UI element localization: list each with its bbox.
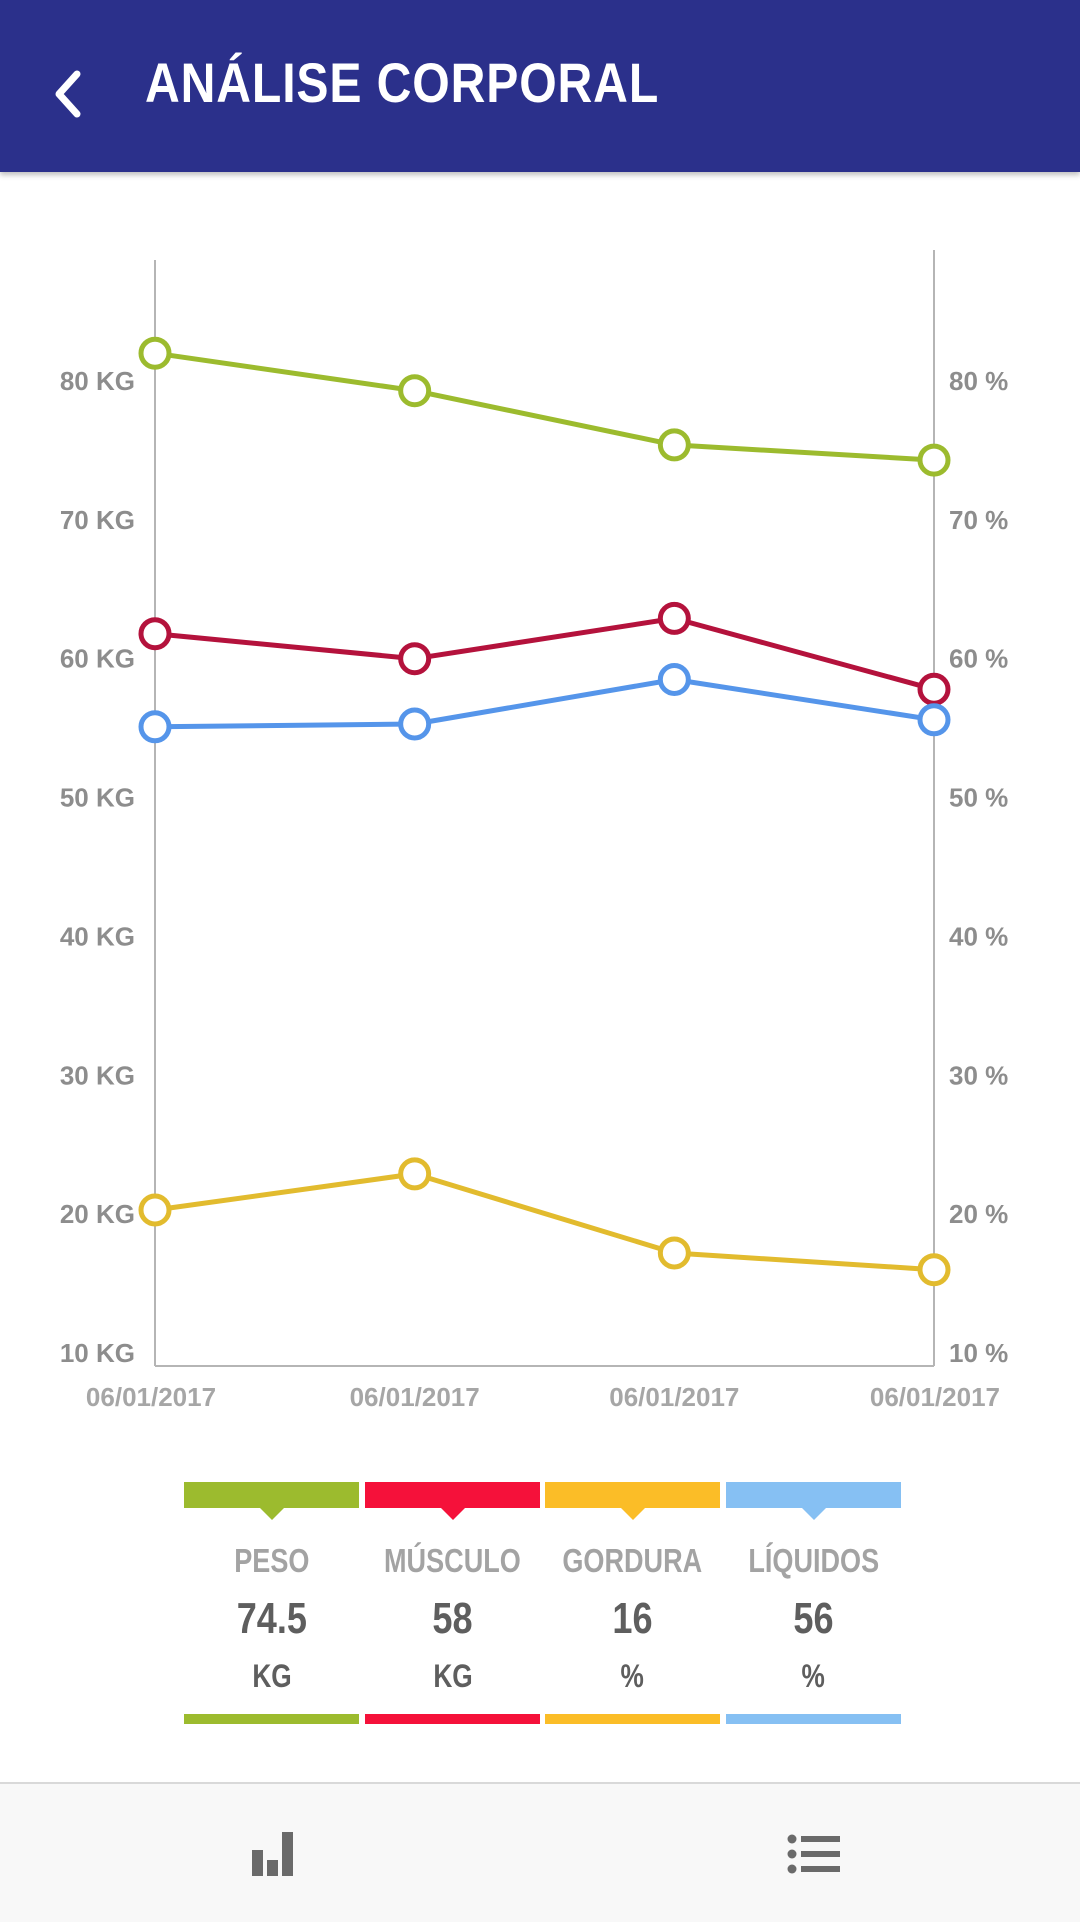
x-tick-label: 06/01/2017 bbox=[609, 1382, 739, 1412]
chevron-left-icon bbox=[55, 70, 81, 118]
series-point bbox=[917, 672, 951, 706]
legend-underline bbox=[365, 1714, 540, 1724]
series-point bbox=[138, 710, 172, 744]
app-bar: ANÁLISE CORPORAL bbox=[0, 0, 1080, 172]
y-left-tick-label: 40 KG bbox=[60, 921, 135, 951]
body-analysis-chart: 80 KG 70 KG 60 KG 50 KG 40 KG 30 KG 20 KG 10 KG… bbox=[60, 250, 1008, 1412]
bar-chart-icon bbox=[252, 1832, 293, 1876]
y-right-tick-label: 50 % bbox=[949, 783, 1008, 813]
chart-view-button[interactable] bbox=[228, 1814, 318, 1894]
legend-color-bar bbox=[545, 1482, 720, 1508]
list-view-button[interactable] bbox=[769, 1814, 859, 1894]
series-point bbox=[657, 663, 691, 696]
series-point bbox=[917, 443, 951, 477]
series-line bbox=[152, 677, 937, 730]
series-point bbox=[657, 601, 691, 635]
legend-label: MÚSCULO bbox=[384, 1542, 521, 1579]
chart-series bbox=[138, 336, 951, 1287]
y-left-tick-label: 30 KG bbox=[60, 1060, 135, 1090]
y-left-tick-label: 70 KG bbox=[60, 505, 135, 535]
y-left-tick-label: 20 KG bbox=[60, 1199, 135, 1229]
legend-value: 58 bbox=[432, 1594, 473, 1643]
legend-label: PESO bbox=[233, 1542, 310, 1579]
series-line bbox=[152, 615, 937, 692]
legend-value: 56 bbox=[793, 1594, 834, 1643]
legend-unit: % bbox=[801, 1658, 826, 1694]
x-tick-label: 06/01/2017 bbox=[870, 1382, 1000, 1412]
legend-value: 74.5 bbox=[236, 1594, 307, 1643]
legend-item-gordura[interactable]: GORDURA 16 % bbox=[545, 1482, 720, 1724]
legend-pointer bbox=[441, 1508, 465, 1520]
series-point bbox=[917, 1253, 951, 1287]
x-tick-label: 06/01/2017 bbox=[350, 1382, 480, 1412]
legend-color-bar bbox=[726, 1482, 901, 1508]
series-point bbox=[657, 1236, 691, 1270]
bottom-navigation bbox=[0, 1782, 1080, 1922]
y-right-tick-label: 10 % bbox=[949, 1338, 1008, 1368]
list-icon bbox=[787, 1834, 840, 1874]
series-point bbox=[398, 707, 432, 741]
series-point bbox=[657, 428, 691, 462]
y-left-tick-label: 60 KG bbox=[60, 644, 135, 674]
metrics-legend: PESO 74.5 KG MÚSCULO 58 KG GORDURA 16 % … bbox=[184, 1482, 901, 1724]
y-right-tick-label: 60 % bbox=[949, 644, 1008, 674]
series-line bbox=[152, 350, 937, 463]
series-point bbox=[138, 617, 172, 651]
x-tick-label: 06/01/2017 bbox=[86, 1382, 216, 1412]
y-right-tick-label: 20 % bbox=[949, 1199, 1008, 1229]
series-line bbox=[152, 1171, 937, 1273]
series-point bbox=[917, 703, 951, 737]
back-button[interactable] bbox=[40, 56, 96, 132]
legend-unit: KG bbox=[251, 1658, 292, 1694]
legend-unit: KG bbox=[432, 1658, 473, 1694]
series-point bbox=[138, 1193, 172, 1227]
legend-pointer bbox=[802, 1508, 826, 1520]
legend-underline bbox=[184, 1714, 359, 1724]
legend-underline bbox=[545, 1714, 720, 1724]
legend-pointer bbox=[621, 1508, 645, 1520]
legend-item-peso[interactable]: PESO 74.5 KG bbox=[184, 1482, 359, 1724]
y-right-tick-label: 70 % bbox=[949, 505, 1008, 535]
y-left-tick-label: 10 KG bbox=[60, 1338, 135, 1368]
y-right-tick-label: 80 % bbox=[949, 366, 1008, 396]
y-left-tick-label: 80 KG bbox=[60, 366, 135, 396]
series-point bbox=[138, 336, 172, 370]
y-right-tick-label: 30 % bbox=[949, 1060, 1008, 1090]
legend-label: LÍQUIDOS bbox=[748, 1542, 879, 1579]
legend-label: GORDURA bbox=[562, 1542, 703, 1579]
y-right-tick-label: 40 % bbox=[949, 921, 1008, 951]
legend-underline bbox=[726, 1714, 901, 1724]
series-point bbox=[398, 1157, 432, 1191]
page-title: ANÁLISE CORPORAL bbox=[145, 51, 660, 114]
chart-axes bbox=[154, 250, 935, 1367]
legend-pointer bbox=[260, 1508, 284, 1520]
legend-item-musculo[interactable]: MÚSCULO 58 KG bbox=[365, 1482, 540, 1724]
legend-unit: % bbox=[620, 1658, 645, 1694]
legend-color-bar bbox=[365, 1482, 540, 1508]
legend-color-bar bbox=[184, 1482, 359, 1508]
series-point bbox=[398, 642, 432, 676]
series-point bbox=[398, 374, 432, 408]
legend-value: 16 bbox=[612, 1594, 653, 1643]
chart-ticks: 80 KG 70 KG 60 KG 50 KG 40 KG 30 KG 20 KG 10 KG… bbox=[60, 366, 1008, 1412]
y-left-tick-label: 50 KG bbox=[60, 783, 135, 813]
legend-item-liquidos[interactable]: LÍQUIDOS 56 % bbox=[726, 1482, 901, 1724]
